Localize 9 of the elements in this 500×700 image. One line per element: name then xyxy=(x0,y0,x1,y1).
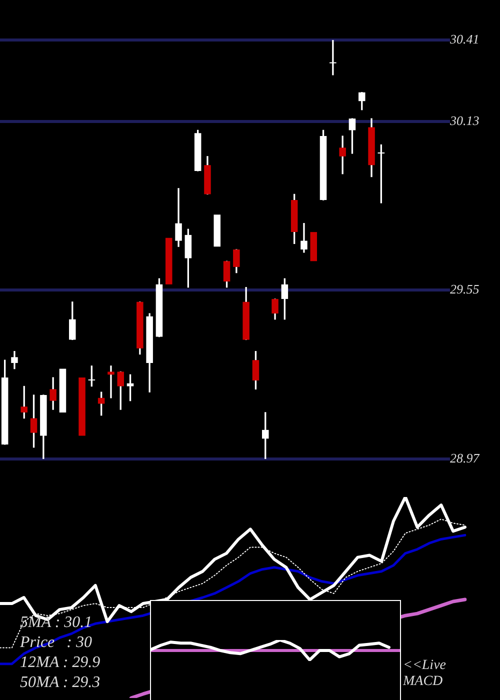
annotation: MACD xyxy=(403,673,443,691)
y-tick-label: 30.41 xyxy=(449,31,480,46)
annotation: 50MA : 29.3 xyxy=(20,674,100,692)
y-tick-label: 28.97 xyxy=(450,450,480,466)
y-tick-label: 30.13 xyxy=(449,112,480,128)
y-tick-label: 29.55 xyxy=(450,282,480,297)
annotation: <<Live xyxy=(403,657,446,675)
annotation: 5MA : 30.1 xyxy=(20,614,92,632)
annotation: 12MA : 29.9 xyxy=(20,654,100,672)
